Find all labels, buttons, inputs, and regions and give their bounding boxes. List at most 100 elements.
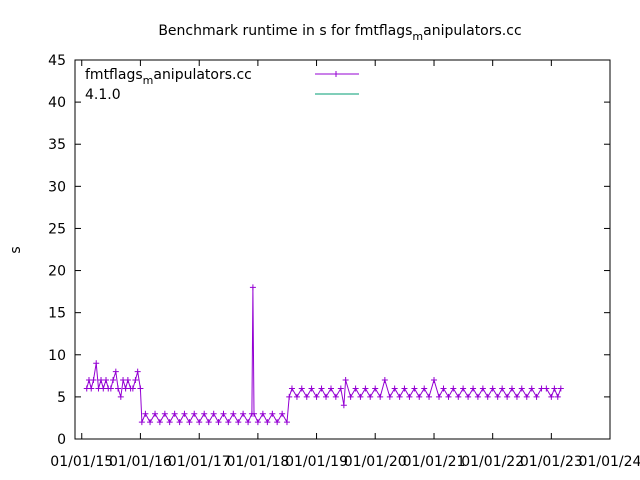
data-point: [318, 385, 325, 392]
y-tick-label: 10: [48, 348, 66, 364]
y-tick-label: 40: [48, 95, 66, 111]
data-point: [440, 385, 447, 392]
legend-label-tail: anipulators.cc: [153, 67, 252, 83]
data-point: [357, 393, 364, 400]
data-point: [328, 385, 335, 392]
y-tick-label: 5: [57, 390, 66, 406]
data-point: [288, 385, 295, 392]
data-point: [340, 402, 347, 409]
data-point: [406, 393, 413, 400]
data-point: [142, 410, 149, 417]
data-point: [110, 377, 117, 384]
data-point: [411, 385, 418, 392]
data-point: [279, 410, 286, 417]
data-point: [431, 377, 438, 384]
data-point: [416, 393, 423, 400]
data-point: [115, 385, 122, 392]
data-point: [283, 419, 290, 426]
chart-title: Benchmark runtime in s for fmtflagsmanip…: [158, 23, 521, 43]
data-point: [470, 385, 477, 392]
data-point: [191, 410, 198, 417]
data-point: [152, 410, 159, 417]
data-point: [264, 419, 271, 426]
data-point: [88, 385, 95, 392]
data-point: [499, 385, 506, 392]
data-point: [421, 385, 428, 392]
x-tick-label: 01/01/18: [226, 454, 289, 470]
data-point: [186, 419, 193, 426]
legend-label-main: fmtflags: [85, 67, 143, 83]
data-point: [166, 419, 173, 426]
y-axis: 0 5 10 15 20 25 30 35 40 45: [48, 53, 610, 448]
y-tick-label: 35: [48, 137, 66, 153]
data-point: [508, 385, 515, 392]
data-point: [210, 410, 217, 417]
data-point: [171, 410, 178, 417]
data-point: [90, 377, 97, 384]
x-tick-label: 01/01/17: [168, 454, 231, 470]
data-point: [337, 385, 344, 392]
data-point: [235, 419, 242, 426]
data-point: [445, 393, 452, 400]
legend-label-sub: m: [143, 74, 154, 87]
data-point: [161, 410, 168, 417]
data-point: [274, 419, 281, 426]
data-point: [137, 385, 144, 392]
data-point: [134, 368, 141, 375]
data-point: [352, 385, 359, 392]
data-point: [251, 410, 258, 417]
data-point: [124, 377, 131, 384]
data-point: [129, 385, 136, 392]
data-point: [548, 393, 555, 400]
data-point: [103, 377, 110, 384]
data-point: [513, 393, 520, 400]
data-point: [489, 385, 496, 392]
data-point: [308, 385, 315, 392]
data-point: [156, 419, 163, 426]
data-point: [112, 368, 119, 375]
data-point: [347, 393, 354, 400]
data-point: [286, 393, 293, 400]
data-point: [230, 410, 237, 417]
y-tick-label: 25: [48, 221, 66, 237]
data-point: [313, 393, 320, 400]
data-point: [436, 393, 443, 400]
data-point: [215, 419, 222, 426]
data-point: [494, 393, 501, 400]
data-point: [460, 385, 467, 392]
y-tick-label: 45: [48, 53, 66, 69]
data-point: [479, 385, 486, 392]
data-point: [554, 393, 561, 400]
data-point: [138, 419, 145, 426]
x-axis: 01/01/1501/01/1601/01/1701/01/1801/01/19…: [50, 60, 640, 470]
data-point: [303, 393, 310, 400]
data-point: [367, 393, 374, 400]
data-point: [523, 393, 530, 400]
data-point: [450, 385, 457, 392]
data-point: [269, 410, 276, 417]
y-axis-label: s: [8, 246, 24, 253]
data-point: [465, 393, 472, 400]
data-point: [181, 410, 188, 417]
data-point: [107, 385, 114, 392]
data-point: [528, 385, 535, 392]
data-point: [249, 284, 256, 291]
data-point: [362, 385, 369, 392]
x-tick-label: 01/01/23: [520, 454, 583, 470]
data-point: [205, 419, 212, 426]
data-point: [474, 393, 481, 400]
chart-title-tail: anipulators.cc: [423, 23, 522, 39]
y-tick-label: 15: [48, 306, 66, 322]
legend-marker-series-1: [333, 71, 339, 77]
x-tick-label: 01/01/22: [461, 454, 524, 470]
data-point: [259, 410, 266, 417]
data-point: [201, 410, 208, 417]
y-tick-label: 20: [48, 264, 66, 280]
data-point: [293, 393, 300, 400]
data-point: [518, 385, 525, 392]
data-point: [504, 393, 511, 400]
data-point: [426, 393, 433, 400]
x-tick-label: 01/01/19: [285, 454, 348, 470]
x-tick-label: 01/01/15: [50, 454, 113, 470]
